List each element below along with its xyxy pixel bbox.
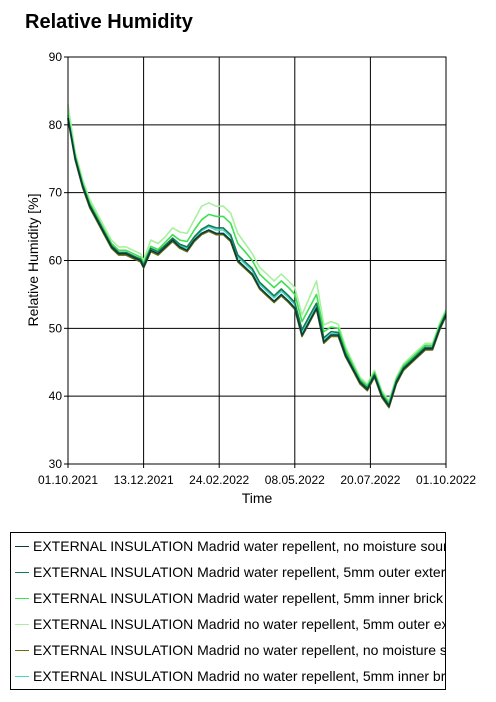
y-tick-label: 90 [49,50,63,64]
x-tick-label: 20.07.2022 [340,473,400,487]
chart-canvas: 30 40 50 60 70 80 90 01.10.2021 13.12.2021 24.02… [25,50,476,506]
series-line-4 [67,104,447,402]
x-axis-label: Time [242,490,273,506]
legend-swatch [15,650,29,651]
legend: EXTERNAL INSULATION Madrid water repelle… [10,532,446,690]
y-tick-label: 40 [49,389,63,403]
legend-label: EXTERNAL INSULATION Madrid water repelle… [33,590,445,606]
x-tick-label: 08.05.2022 [265,473,325,487]
x-tick-label: 24.02.2022 [189,473,249,487]
y-tick-label: 60 [49,254,63,268]
legend-label: EXTERNAL INSULATION Madrid water repelle… [33,538,446,554]
series-group [67,104,447,409]
legend-swatch [15,676,29,677]
series-line-3 [67,114,447,404]
x-tick-label: 01.10.2022 [416,473,476,487]
series-line-2 [67,117,447,406]
legend-label: EXTERNAL INSULATION Madrid water repelle… [33,564,446,580]
legend-swatch [15,572,29,573]
y-tick-label: 30 [49,457,63,471]
y-axis-ticks: 30 40 50 60 70 80 90 [49,50,68,471]
y-tick-label: 70 [49,186,63,200]
legend-label: EXTERNAL INSULATION Madrid no water repe… [33,668,446,684]
y-tick-label: 80 [49,118,63,132]
y-tick-label: 50 [49,321,63,335]
legend-swatch [15,624,29,625]
legend-swatch [15,546,29,547]
x-tick-label: 01.10.2021 [38,473,98,487]
chart-title: Relative Humidity [25,11,193,33]
x-axis-ticks: 01.10.2021 13.12.2021 24.02.2022 08.05.2022… [38,464,476,487]
series-line-1 [67,117,447,408]
y-axis-label: Relative Humidity [%] [25,193,41,326]
x-tick-label: 13.12.2021 [114,473,174,487]
legend-label: EXTERNAL INSULATION Madrid no water repe… [33,642,446,658]
legend-swatch [15,598,29,599]
legend-label: EXTERNAL INSULATION Madrid no water repe… [33,616,445,632]
